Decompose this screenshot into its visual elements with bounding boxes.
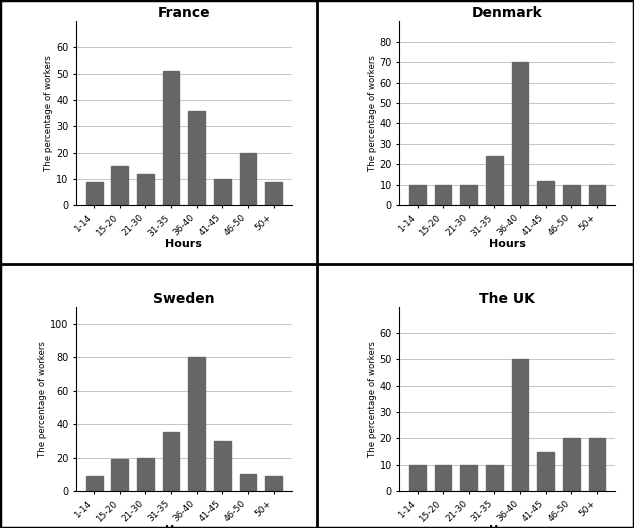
Bar: [460, 465, 477, 491]
Bar: [86, 476, 103, 491]
Bar: [512, 360, 528, 491]
Title: France: France: [157, 6, 210, 20]
X-axis label: Hours: Hours: [489, 239, 526, 249]
Bar: [265, 476, 282, 491]
Title: The UK: The UK: [479, 291, 535, 306]
Bar: [86, 182, 103, 205]
Bar: [112, 459, 128, 491]
Y-axis label: The percentage of workers: The percentage of workers: [368, 55, 377, 171]
Bar: [435, 465, 451, 491]
Bar: [240, 153, 256, 205]
Y-axis label: The percentage of workers: The percentage of workers: [38, 341, 48, 457]
Bar: [486, 465, 503, 491]
Bar: [214, 179, 231, 205]
Bar: [563, 438, 579, 491]
Bar: [240, 474, 256, 491]
Bar: [163, 71, 179, 205]
Bar: [409, 185, 426, 205]
X-axis label: Hours: Hours: [165, 239, 202, 249]
Bar: [112, 166, 128, 205]
Bar: [188, 111, 205, 205]
Bar: [188, 357, 205, 491]
Bar: [137, 174, 154, 205]
Y-axis label: The percentage of workers: The percentage of workers: [44, 55, 53, 171]
Bar: [563, 185, 579, 205]
Bar: [588, 185, 605, 205]
Title: Sweden: Sweden: [153, 291, 215, 306]
X-axis label: Hours: Hours: [165, 525, 202, 528]
Title: Denmark: Denmark: [472, 6, 543, 20]
Bar: [588, 438, 605, 491]
Bar: [163, 432, 179, 491]
Bar: [486, 156, 503, 205]
Bar: [512, 62, 528, 205]
Bar: [435, 185, 451, 205]
Y-axis label: The percentage of workers: The percentage of workers: [368, 341, 377, 457]
Bar: [214, 441, 231, 491]
X-axis label: Hours: Hours: [489, 525, 526, 528]
Bar: [137, 458, 154, 491]
Bar: [537, 181, 554, 205]
Bar: [409, 465, 426, 491]
Bar: [537, 451, 554, 491]
Bar: [460, 185, 477, 205]
Bar: [265, 182, 282, 205]
